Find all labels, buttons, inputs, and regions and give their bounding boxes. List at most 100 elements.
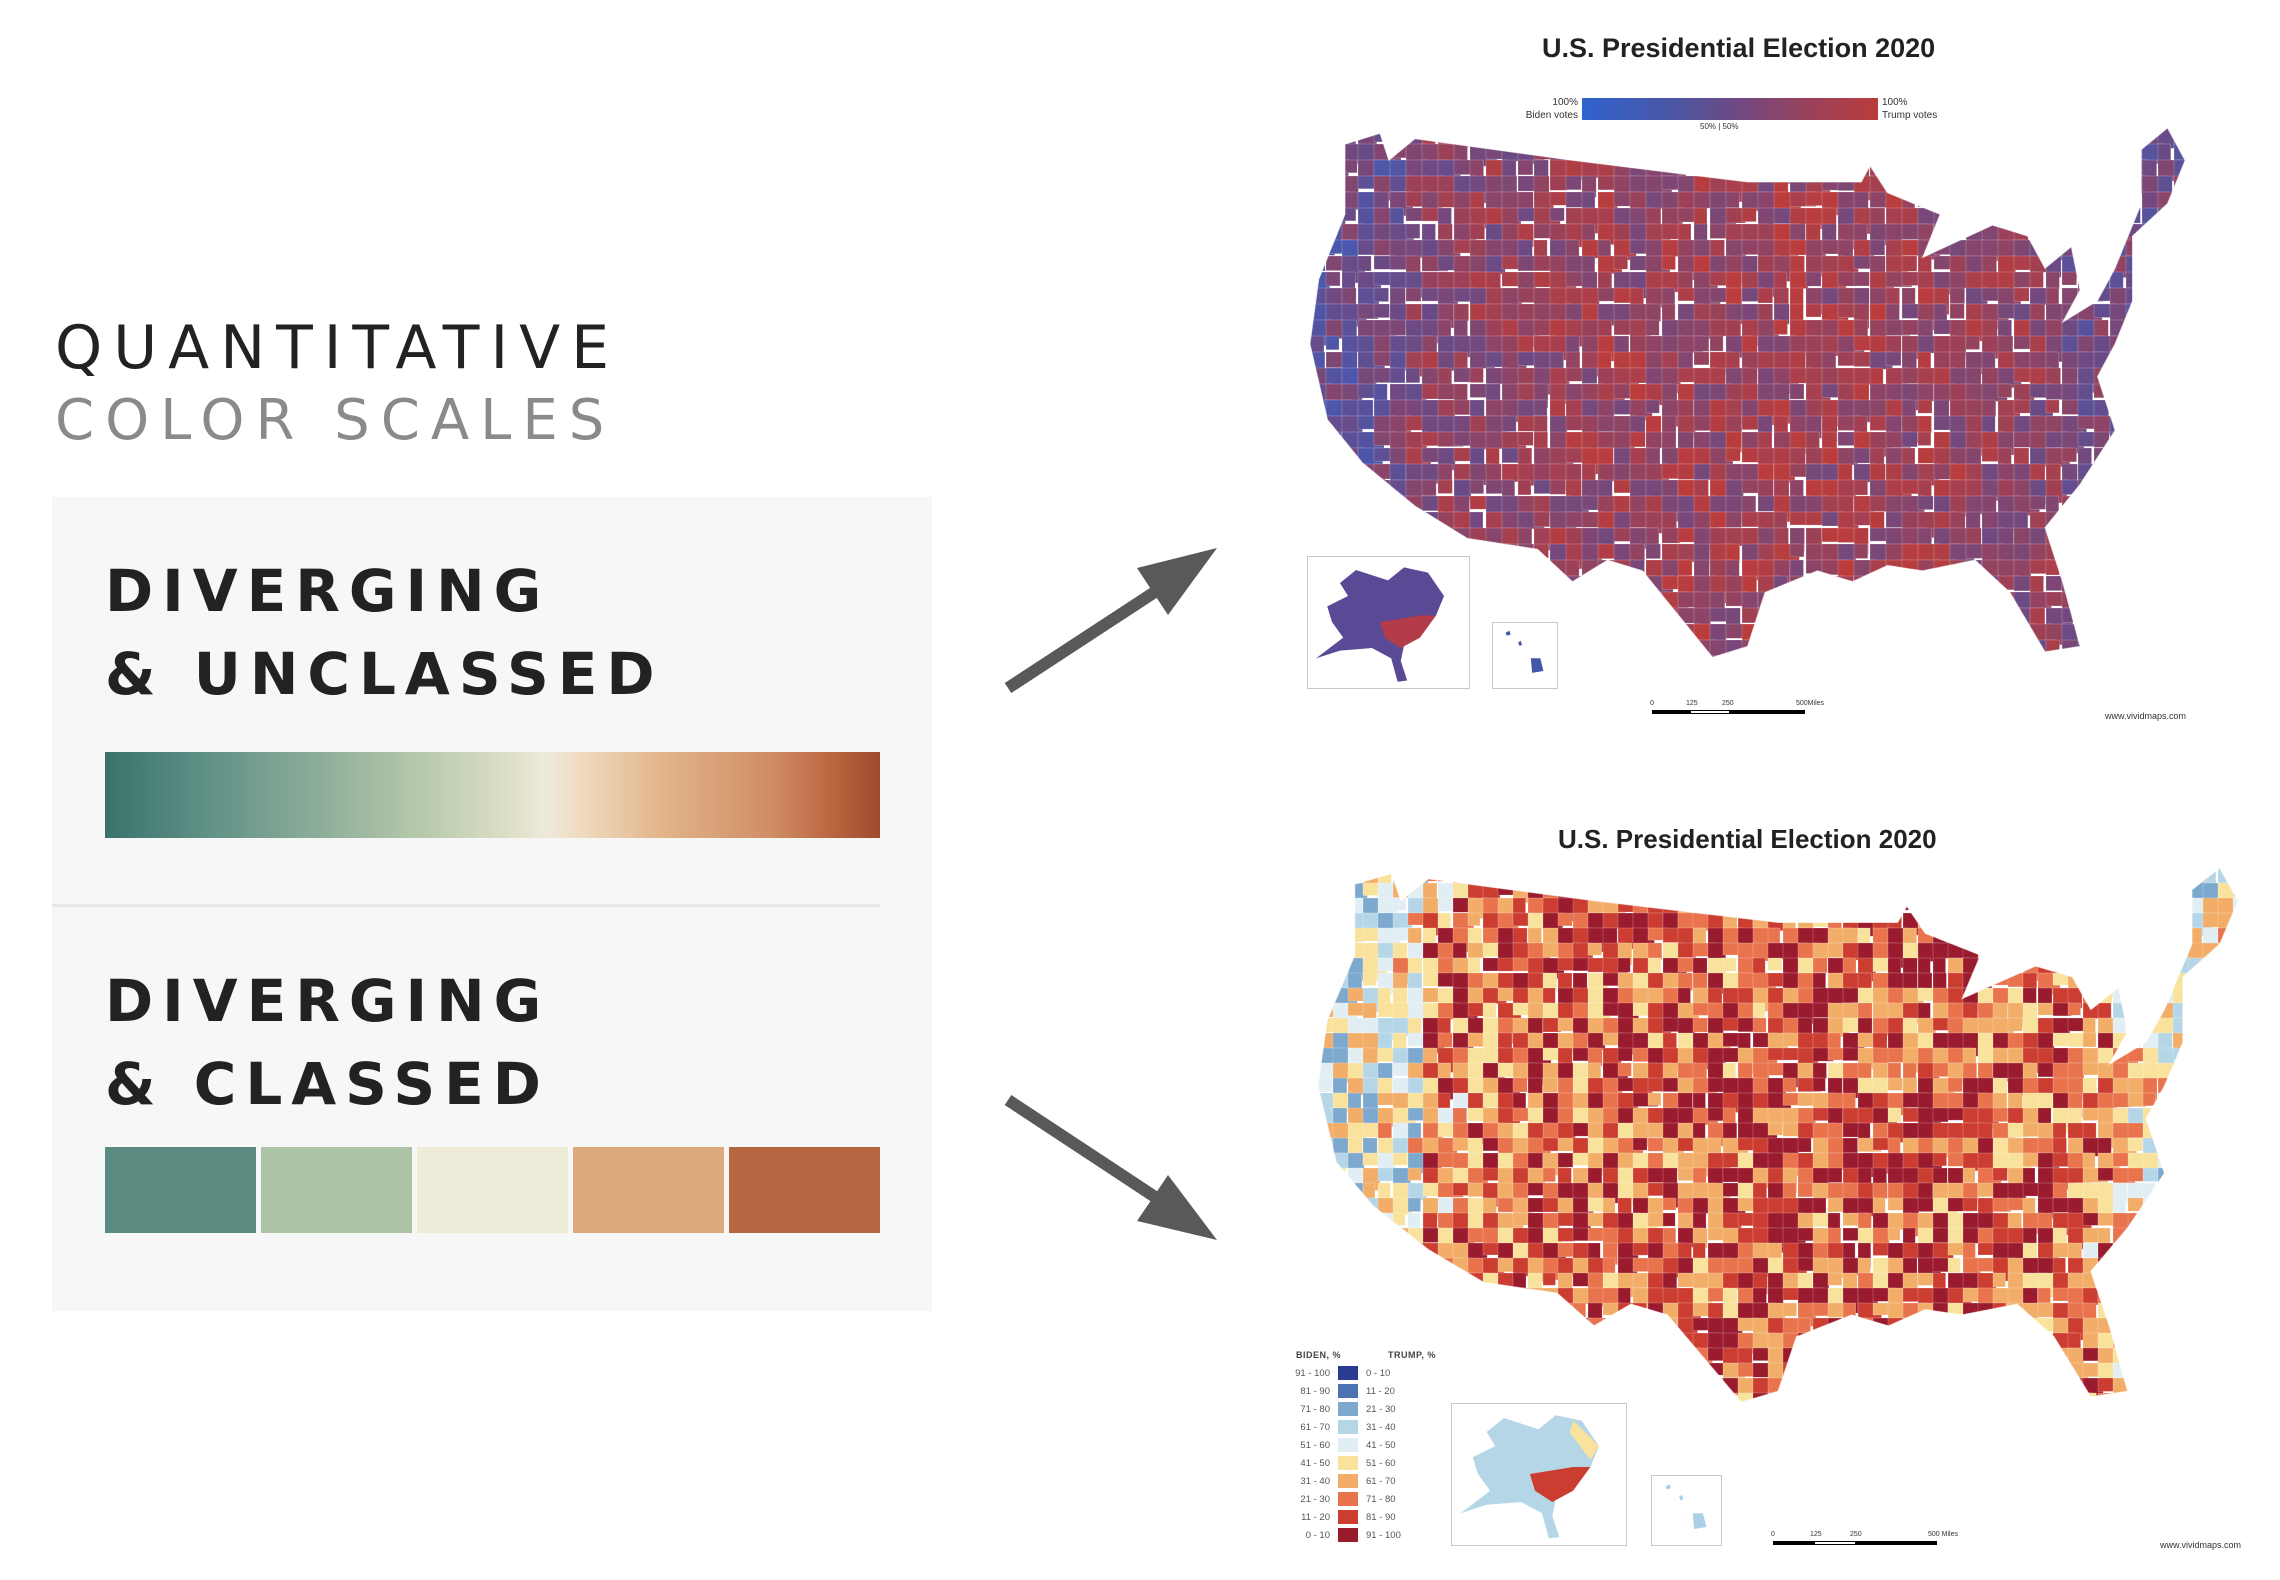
- legend-trump-header: TRUMP, %: [1388, 1350, 1436, 1360]
- diverging-unclassed-gradient-bar: [105, 752, 880, 838]
- section-divider: [52, 904, 880, 907]
- legend-row: 0 - 10 91 - 100: [1278, 1526, 1438, 1544]
- legend-swatch: [1338, 1402, 1358, 1416]
- alaska-map: [1460, 1415, 1599, 1539]
- region-shape: [1505, 630, 1511, 636]
- legend-left-value: 100%: [1552, 97, 1578, 108]
- legend-row: 31 - 40 61 - 70: [1278, 1472, 1438, 1490]
- unclassed-us-county-map: [1310, 128, 2185, 658]
- legend-biden-range: 91 - 100: [1295, 1367, 1330, 1379]
- legend-row: 71 - 80 21 - 30: [1278, 1400, 1438, 1418]
- arrow-down-right-icon: [1004, 1094, 1217, 1240]
- legend-row: 91 - 100 0 - 10: [1278, 1364, 1438, 1382]
- region-shape: [1380, 615, 1436, 648]
- classed-map-legend: BIDEN, % TRUMP, % 91 - 100 0 - 10 81 - 90 1…: [1278, 1350, 1438, 1544]
- classed-swatch: [417, 1147, 568, 1233]
- legend-biden-range: 51 - 60: [1300, 1439, 1330, 1451]
- legend-trump-range: 11 - 20: [1366, 1385, 1395, 1397]
- hawaii-map: [1505, 630, 1544, 673]
- legend-biden-range: 11 - 20: [1301, 1511, 1330, 1523]
- legend-trump-range: 51 - 60: [1366, 1457, 1396, 1469]
- legend-row: 51 - 60 41 - 50: [1278, 1436, 1438, 1454]
- legend-swatch: [1338, 1438, 1358, 1452]
- legend-swatch: [1338, 1528, 1358, 1542]
- legend-row: 11 - 20 81 - 90: [1278, 1508, 1438, 1526]
- region-shape: [1529, 1467, 1591, 1502]
- alaska-inset: [1451, 1403, 1627, 1546]
- legend-swatch: [1338, 1384, 1358, 1398]
- legend-biden-range: 31 - 40: [1300, 1475, 1330, 1487]
- scale-tick: 0: [1650, 700, 1654, 707]
- legend-biden-range: 71 - 80: [1300, 1403, 1330, 1415]
- unclassed-map-title: U.S. Presidential Election 2020: [1542, 33, 1936, 63]
- scale-bar: [1652, 710, 1805, 714]
- scale-tick: 0: [1771, 1531, 1775, 1538]
- scale-tick: 500 Miles: [1928, 1531, 1958, 1538]
- legend-trump-range: 71 - 80: [1366, 1493, 1396, 1505]
- classed-swatch: [105, 1147, 256, 1233]
- legend-swatch: [1338, 1420, 1358, 1434]
- legend-swatch: [1338, 1510, 1358, 1524]
- legend-swatch: [1338, 1474, 1358, 1488]
- legend-trump-range: 41 - 50: [1366, 1439, 1396, 1451]
- map-credit: www.vividmaps.com: [2160, 1540, 2242, 1550]
- legend-swatch: [1338, 1366, 1358, 1380]
- hawaii-inset: [1651, 1475, 1722, 1546]
- legend-row: 41 - 50 51 - 60: [1278, 1454, 1438, 1472]
- classed-map-title: U.S. Presidential Election 2020: [1558, 824, 1937, 854]
- region-shape: [1692, 1513, 1707, 1529]
- legend-row: 81 - 90 11 - 20: [1278, 1382, 1438, 1400]
- legend-left-label: Biden votes: [1525, 110, 1578, 121]
- unclassed-title-line1: DIVERGING: [105, 557, 551, 625]
- region-shape: [1316, 567, 1444, 682]
- region-shape: [1460, 1415, 1599, 1539]
- classed-title-line2: & CLASSED: [105, 1050, 550, 1118]
- scale-tick: 250: [1850, 1531, 1862, 1538]
- legend-biden-range: 61 - 70: [1300, 1421, 1330, 1433]
- region-shape: [1530, 658, 1544, 673]
- map-credit: www.vividmaps.com: [2105, 711, 2187, 721]
- scale-bar: [1773, 1541, 1937, 1545]
- legend-right-label: Trump votes: [1882, 110, 1938, 121]
- region-shape: [1665, 1484, 1671, 1490]
- legend-trump-range: 0 - 10: [1366, 1367, 1391, 1379]
- scale-tick: 500Miles: [1796, 700, 1825, 707]
- region-shape: [1518, 640, 1522, 646]
- legend-swatch: [1338, 1492, 1358, 1506]
- legend-mid-label: 50% | 50%: [1700, 122, 1739, 131]
- legend-biden-header: BIDEN, %: [1296, 1350, 1342, 1360]
- scale-tick: 125: [1686, 700, 1698, 707]
- legend-row: 21 - 30 71 - 80: [1278, 1490, 1438, 1508]
- region-shape: [1679, 1495, 1684, 1501]
- hawaii-inset: [1492, 622, 1558, 689]
- legend-biden-range: 21 - 30: [1300, 1493, 1330, 1505]
- legend-biden-range: 81 - 90: [1300, 1385, 1330, 1397]
- scale-tick: 250: [1722, 700, 1734, 707]
- legend-trump-range: 31 - 40: [1366, 1421, 1396, 1433]
- us-outline: [1310, 128, 2185, 658]
- classed-title-line1: DIVERGING: [105, 967, 551, 1035]
- alaska-map: [1316, 567, 1444, 682]
- legend-swatch: [1338, 1456, 1358, 1470]
- unclassed-title-line2: & UNCLASSED: [105, 640, 664, 708]
- scale-tick: 125: [1810, 1531, 1822, 1538]
- legend-row: 61 - 70 31 - 40: [1278, 1418, 1438, 1436]
- heading-color-scales: COLOR SCALES: [55, 388, 616, 453]
- hawaii-map: [1665, 1484, 1707, 1529]
- legend-gradient-bar: [1582, 98, 1878, 120]
- legend-trump-range: 81 - 90: [1366, 1511, 1396, 1523]
- legend-right-value: 100%: [1882, 97, 1908, 108]
- classed-us-county-map: [1318, 868, 2238, 1403]
- legend-biden-range: 41 - 50: [1300, 1457, 1330, 1469]
- legend-biden-range: 0 - 10: [1305, 1529, 1330, 1541]
- arrow-up-right-icon: [1004, 548, 1217, 694]
- region-shape: [1569, 1420, 1599, 1460]
- classed-swatch: [573, 1147, 724, 1233]
- alaska-inset: [1307, 556, 1470, 689]
- legend-trump-range: 91 - 100: [1366, 1529, 1401, 1541]
- heading-quantitative: QUANTITATIVE: [55, 313, 621, 383]
- legend-trump-range: 21 - 30: [1366, 1403, 1396, 1415]
- legend-trump-range: 61 - 70: [1366, 1475, 1396, 1487]
- county-cells: [1318, 868, 2238, 1403]
- classed-swatch: [261, 1147, 412, 1233]
